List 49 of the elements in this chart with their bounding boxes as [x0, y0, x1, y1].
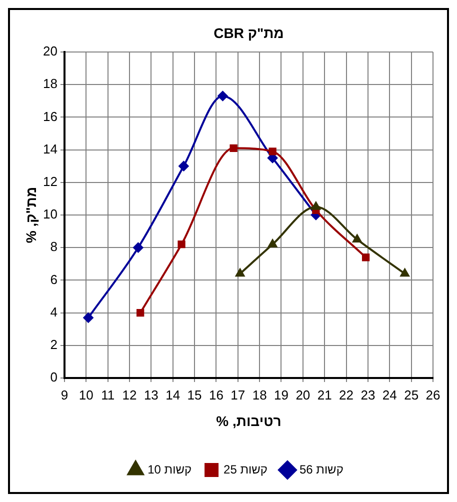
x-tick-label: 17 [230, 387, 246, 402]
y-tick-label: 14 [42, 141, 58, 156]
x-tick-label: 18 [252, 387, 267, 402]
x-tick-label: 19 [274, 387, 288, 402]
legend-label: 10 קשות [148, 462, 192, 476]
x-tick-label: 20 [296, 387, 310, 402]
y-tick-label: 0 [50, 370, 58, 385]
x-tick-label: 10 [78, 387, 94, 402]
x-tick-label: 12 [122, 387, 137, 402]
point [136, 308, 144, 317]
y-tick-label: 20 [42, 44, 58, 59]
y-tick-label: 4 [50, 304, 58, 320]
point [230, 144, 238, 152]
legend-label: 25 קשות [224, 462, 268, 476]
point [268, 239, 278, 248]
x-tick-label: 14 [166, 387, 180, 402]
point [133, 242, 144, 253]
y-tick-label: 16 [42, 108, 58, 124]
point [178, 161, 189, 172]
point [400, 268, 410, 277]
point [178, 240, 186, 248]
x-tick-label: 16 [208, 387, 224, 402]
point [362, 254, 370, 262]
y-axis-title: מת"ק, % [22, 186, 39, 244]
x-tick-label: 15 [187, 387, 202, 402]
x-tick-label: 13 [144, 387, 158, 402]
y-tick-label: 12 [42, 174, 58, 189]
y-tick-label: 2 [50, 336, 58, 352]
y-tick-label: 18 [42, 76, 58, 92]
x-tick-label: 22 [339, 387, 354, 402]
point [218, 91, 228, 102]
chart-title: מת"ק CBR [214, 24, 284, 41]
y-tick-label: 8 [50, 239, 58, 254]
x-tick-label: 24 [382, 387, 397, 402]
x-tick-label: 11 [101, 387, 115, 402]
point [83, 312, 94, 323]
point [268, 148, 276, 156]
point [236, 268, 245, 277]
point [311, 202, 320, 210]
x-tick-label: 9 [60, 387, 68, 402]
x-tick-label: 23 [360, 387, 376, 402]
y-tick-label: 6 [50, 272, 58, 287]
x-tick-label: 21 [317, 387, 332, 402]
legend-label: 56 קשות [299, 462, 344, 476]
point [352, 234, 362, 242]
x-axis-title: רטיבות, % [216, 412, 282, 429]
x-tick-label: 26 [426, 387, 440, 402]
y-tick-label: 10 [42, 206, 58, 222]
x-tick-label: 25 [404, 387, 419, 402]
